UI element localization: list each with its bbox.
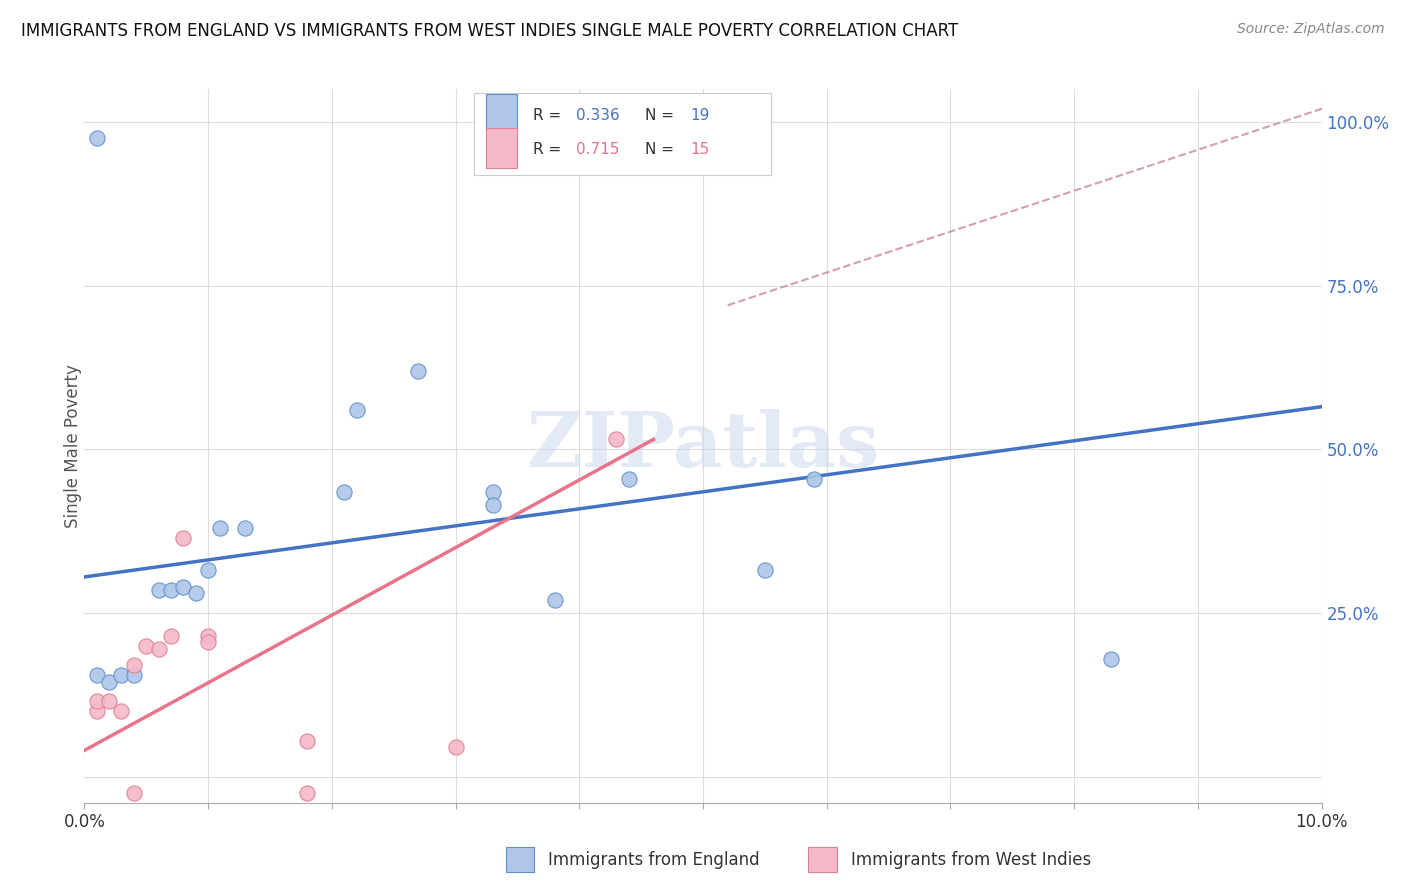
Point (1099, 652, 1122, 666)
Text: N =: N = (645, 108, 679, 123)
Point (197, 635, 219, 649)
Point (86, 704, 108, 718)
Point (209, 521, 232, 535)
Point (605, 433, 627, 447)
Point (86, 131, 108, 145)
Point (135, 639, 157, 653)
Point (754, 563, 776, 577)
Point (172, 531, 194, 545)
Point (408, 364, 430, 378)
Point (172, 580, 194, 594)
Point (122, 658, 145, 673)
Point (110, 668, 132, 682)
Point (160, 629, 183, 643)
Point (110, 704, 132, 718)
Point (233, 521, 256, 535)
Text: Source: ZipAtlas.com: Source: ZipAtlas.com (1237, 22, 1385, 37)
Point (122, 668, 145, 682)
Text: Immigrants from England: Immigrants from England (548, 851, 761, 869)
Point (184, 586, 207, 600)
Point (444, 740, 467, 755)
FancyBboxPatch shape (474, 93, 770, 175)
Point (617, 472, 640, 486)
Bar (486, 128, 517, 168)
Text: IMMIGRANTS FROM ENGLAND VS IMMIGRANTS FROM WEST INDIES SINGLE MALE POVERTY CORRE: IMMIGRANTS FROM ENGLAND VS IMMIGRANTS FR… (21, 22, 959, 40)
Text: ZIPatlas: ZIPatlas (526, 409, 880, 483)
Point (481, 484, 503, 499)
Text: 0.336: 0.336 (575, 108, 619, 123)
Point (148, 642, 170, 657)
Point (295, 733, 318, 747)
Point (543, 592, 565, 607)
Point (160, 582, 183, 597)
Text: R =: R = (533, 143, 567, 157)
Point (86, 694, 108, 708)
Text: N =: N = (645, 143, 679, 157)
Point (122, 786, 145, 800)
Text: 15: 15 (690, 143, 710, 157)
Point (803, 472, 825, 486)
Bar (486, 95, 517, 134)
Text: Immigrants from West Indies: Immigrants from West Indies (851, 851, 1091, 869)
Point (86, 668, 108, 682)
Text: 0.715: 0.715 (575, 143, 619, 157)
Point (98, 674, 121, 689)
Point (346, 403, 368, 417)
Point (481, 498, 503, 512)
Y-axis label: Single Male Poverty: Single Male Poverty (65, 364, 82, 528)
Text: 19: 19 (690, 108, 710, 123)
Point (197, 563, 219, 577)
Point (98, 694, 121, 708)
Point (148, 582, 170, 597)
Point (333, 484, 356, 499)
Text: R =: R = (533, 108, 567, 123)
Point (295, 786, 318, 800)
Point (197, 629, 219, 643)
